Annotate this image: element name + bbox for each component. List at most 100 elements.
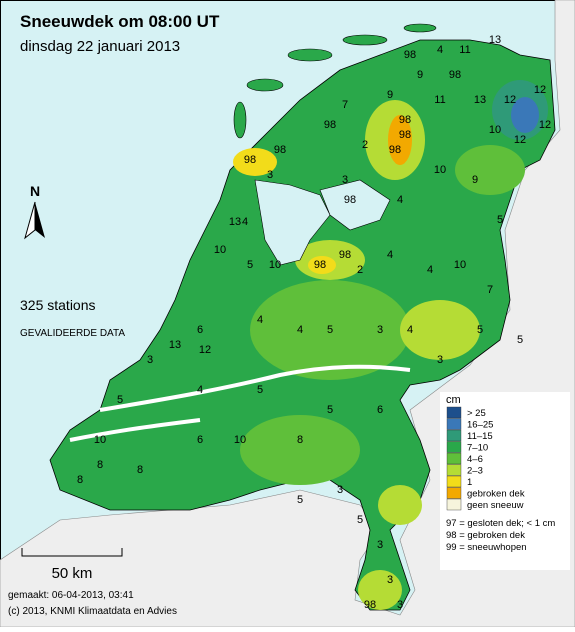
zone xyxy=(308,256,336,274)
station-value: 5 xyxy=(477,324,483,336)
ijsselmeer xyxy=(254,179,331,266)
legend-label: geen sneeuw xyxy=(467,500,524,511)
station-value: 10 xyxy=(489,124,501,136)
station-value: 3 xyxy=(387,574,393,586)
subtitle: dinsdag 22 januari 2013 xyxy=(20,38,180,55)
station-value: 98 xyxy=(399,129,411,141)
zone xyxy=(455,145,525,195)
station-value: 5 xyxy=(297,494,303,506)
station-value: 98 xyxy=(344,194,356,206)
legend-swatch xyxy=(446,498,462,511)
islands xyxy=(233,23,437,139)
station-value: 98 xyxy=(364,599,376,611)
station-value: 10 xyxy=(94,434,106,446)
station-value: 4 xyxy=(427,264,433,276)
station-value: 2 xyxy=(362,139,368,151)
station-value: 13 xyxy=(474,94,486,106)
island xyxy=(287,48,333,62)
legend-label: 4–6 xyxy=(467,454,483,465)
station-value: 9 xyxy=(472,174,478,186)
made: gemaakt: 06-04-2013, 03:41 xyxy=(8,590,134,601)
code-label: 99 = sneeuwhopen xyxy=(446,542,527,553)
station-value: 8 xyxy=(137,464,143,476)
river xyxy=(69,418,201,442)
zone xyxy=(400,300,480,360)
station-value: 3 xyxy=(437,354,443,366)
validated: GEVALIDEERDE DATA xyxy=(20,328,125,339)
scale-label: 50 km xyxy=(52,565,93,582)
zone xyxy=(511,97,539,133)
legend-label: gebroken dek xyxy=(467,489,525,500)
station-value: 5 xyxy=(327,404,333,416)
station-value: 4 xyxy=(297,324,303,336)
station-value: 6 xyxy=(197,434,203,446)
snow-zones xyxy=(233,80,548,610)
station-value: 12 xyxy=(504,94,516,106)
title: Sneeuwdek om 08:00 UT xyxy=(20,12,220,31)
station-value: 5 xyxy=(327,324,333,336)
station-value: 9 xyxy=(387,89,393,101)
river xyxy=(99,364,411,412)
legend-swatch xyxy=(446,475,462,488)
station-value: 98 xyxy=(339,249,351,261)
code-label: 98 = gebroken dek xyxy=(446,530,525,541)
station-value: 98 xyxy=(399,114,411,126)
legend-label: 1 xyxy=(467,477,472,488)
ijsselmeer xyxy=(319,179,391,231)
zone xyxy=(388,115,412,165)
station-value: 5 xyxy=(257,384,263,396)
station-value: 5 xyxy=(497,214,503,226)
station-value: 98 xyxy=(449,69,461,81)
station-value: 98 xyxy=(274,144,286,156)
station-value: 10 xyxy=(234,434,246,446)
station-value: 10 xyxy=(434,164,446,176)
station-value: 10 xyxy=(214,244,226,256)
legend-swatch xyxy=(446,418,462,430)
copyright: (c) 2013, KNMI Klimaatdata en Advies xyxy=(8,606,177,617)
legend-swatch xyxy=(446,464,462,476)
island xyxy=(403,23,437,33)
station-value: 4 xyxy=(197,384,203,396)
zone xyxy=(378,485,422,525)
station-value: 4 xyxy=(387,249,393,261)
station-value: 12 xyxy=(514,134,526,146)
station-value: 5 xyxy=(517,334,523,346)
island xyxy=(233,101,247,139)
station-value: 3 xyxy=(337,484,343,496)
station-value: 2 xyxy=(357,264,363,276)
station-value: 4 xyxy=(242,216,248,228)
station-value: 4 xyxy=(407,324,413,336)
legend-label: 11–15 xyxy=(467,431,493,442)
station-value: 3 xyxy=(377,324,383,336)
scale-bar xyxy=(21,548,123,557)
station-value: 10 xyxy=(454,259,466,271)
legend-swatch xyxy=(446,452,462,465)
station-value: 8 xyxy=(97,459,103,471)
zone xyxy=(250,280,410,380)
station-value: 9 xyxy=(417,69,423,81)
station-value: 4 xyxy=(397,194,403,206)
legend-swatch xyxy=(446,441,462,453)
legend-label: 16–25 xyxy=(467,420,493,431)
station-value: 7 xyxy=(342,99,348,111)
station-value: 10 xyxy=(269,259,281,271)
zone xyxy=(358,570,402,610)
rivers xyxy=(69,364,411,442)
legend-box xyxy=(440,392,570,570)
station-value: 98 xyxy=(324,119,336,131)
station-value: 5 xyxy=(357,514,363,526)
station-value: 8 xyxy=(77,474,83,486)
station-value: 7 xyxy=(487,284,493,296)
legend-unit: cm xyxy=(446,394,461,406)
station-count: 325 stations xyxy=(20,297,96,313)
north-label: N xyxy=(30,183,40,199)
legend-swatch xyxy=(446,429,462,442)
station-value: 3 xyxy=(377,539,383,551)
island xyxy=(342,34,388,46)
station-value: 12 xyxy=(199,344,211,356)
station-value: 12 xyxy=(534,84,546,96)
